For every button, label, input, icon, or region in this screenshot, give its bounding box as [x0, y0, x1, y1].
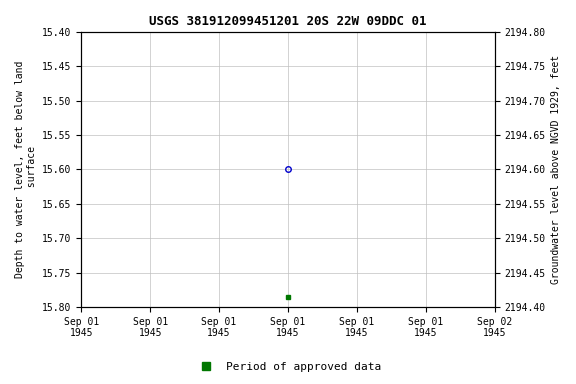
Y-axis label: Groundwater level above NGVD 1929, feet: Groundwater level above NGVD 1929, feet	[551, 55, 561, 284]
Legend: Period of approved data: Period of approved data	[191, 358, 385, 377]
Y-axis label: Depth to water level, feet below land
 surface: Depth to water level, feet below land su…	[15, 61, 37, 278]
Title: USGS 381912099451201 20S 22W 09DDC 01: USGS 381912099451201 20S 22W 09DDC 01	[149, 15, 427, 28]
